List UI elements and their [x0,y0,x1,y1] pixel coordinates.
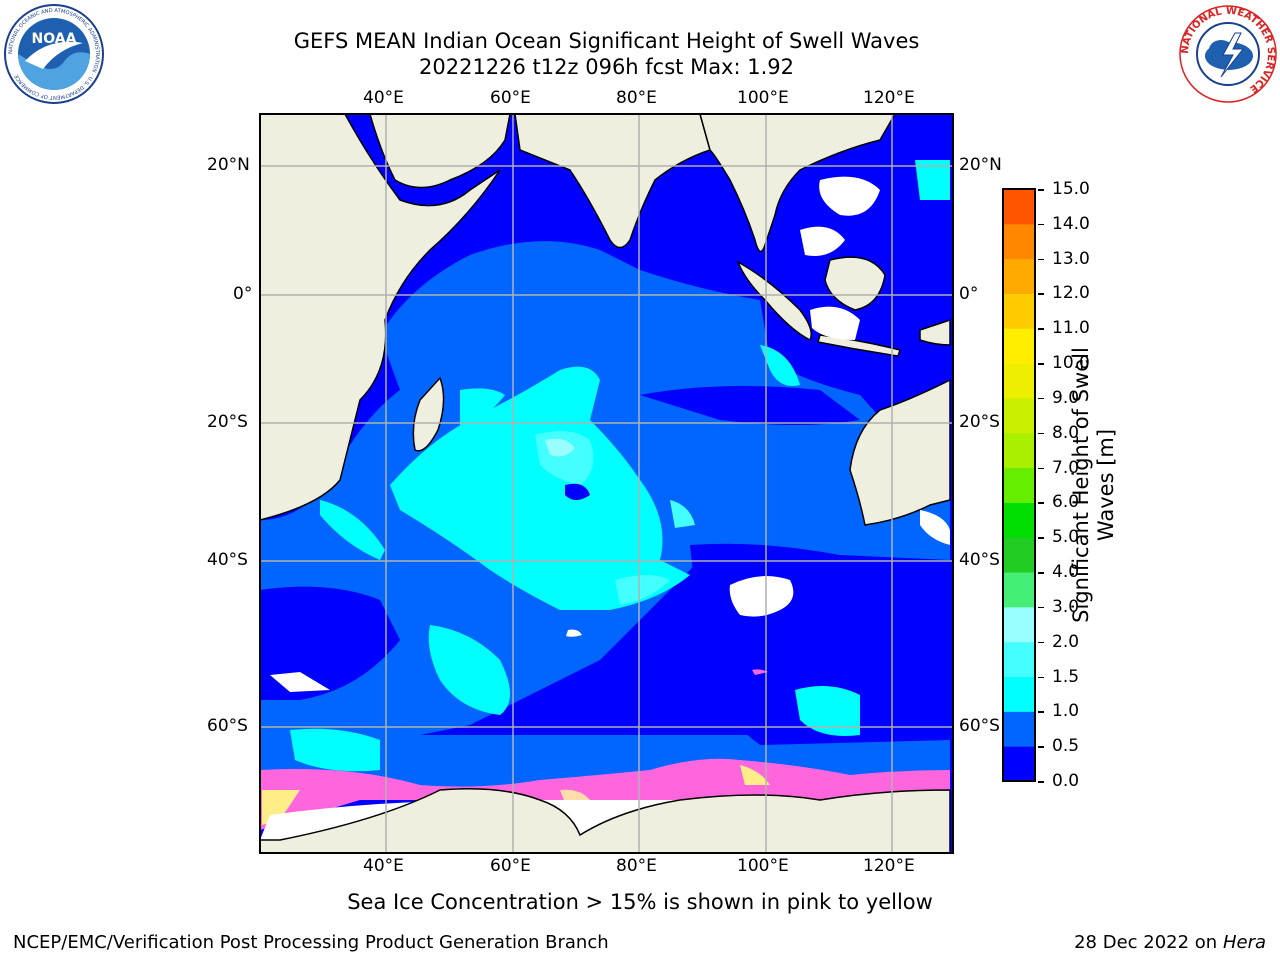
graticule [260,114,953,853]
colorbar-segment [1003,537,1035,573]
colorbar-tick-label: 0.5 [1052,736,1080,757]
lon-label-top: 60°E [490,88,531,108]
colorbar-tick-mark [1038,328,1044,330]
colorbar-tick-label: 11.0 [1052,318,1090,339]
colorbar-segment [1003,432,1035,469]
madagascar-land [412,376,445,452]
colorbar-tick-mark [1038,641,1044,644]
antarctica-land [260,788,951,853]
lon-label-bottom: 120°E [863,856,915,876]
africa-land [260,114,501,521]
lon-label-top: 40°E [363,88,404,108]
colorbar-tick-label: 14.0 [1052,213,1090,234]
colorbar-tick-label: 10.0 [1052,353,1090,374]
colorbar-tick-mark [1038,258,1044,261]
colorbar-tick-mark [1038,711,1044,713]
lon-label-top: 80°E [616,88,657,108]
lat-label-left: 40°S [207,550,248,570]
footer-credit: NCEP/EMC/Verification Post Processing Pr… [13,932,609,953]
lon-label-top: 100°E [737,88,789,108]
lat-label-right: 60°S [959,716,1000,736]
lat-label-left: 20°S [207,412,248,432]
colorbar-tick-mark [1038,537,1044,539]
lat-label-right: 40°S [959,550,1000,570]
colorbar-tick-label: 4.0 [1052,562,1080,583]
lon-label-bottom: 40°E [363,856,404,876]
india-land [514,114,711,249]
colorbar-segment [1003,328,1035,364]
colorbar-tick-mark [1038,606,1044,609]
colorbar-tick-label: 7.0 [1052,457,1080,478]
colorbar-tick-label: 15.0 [1052,179,1090,199]
colorbar-tick-mark [1038,223,1044,226]
chart-title: GEFS MEAN Indian Ocean Significant Heigh… [293,29,920,53]
colorbar-tick-label: 2.0 [1052,631,1080,652]
colorbar-tick-mark [1038,572,1044,574]
colorbar-ticks: 15.0 14.0 13.0 12.0 11.0 10.0 9.0 8.0 7.0 6.0 5.0 4… [1038,178,1112,798]
colorbar-tick-mark [1038,363,1044,365]
colorbar-tick-mark [1038,502,1044,504]
colorbar-tick-mark [1038,746,1044,748]
arabia-land [369,114,511,189]
colorbar-segment [1003,502,1035,538]
lon-label-bottom: 60°E [490,856,531,876]
lon-label-bottom: 80°E [616,856,657,876]
noaa-logo-text: NOAA [32,31,77,47]
nws-logo: NATIONAL WEATHER SERVICE [1179,5,1277,103]
colorbar-segment [1003,467,1035,503]
colorbar-tick-label: 0.0 [1052,771,1080,791]
colorbar-tick-mark [1038,467,1044,470]
lon-label-bottom: 100°E [737,856,789,876]
colorbar-tick-label: 8.0 [1052,422,1080,443]
colorbar-tick-label: 12.0 [1052,283,1090,304]
lat-label-right: 0° [959,284,979,304]
colorbar-tick-mark [1038,293,1044,295]
colorbar-tick-label: 5.0 [1052,527,1080,548]
colorbar-tick-label: 3.0 [1052,596,1080,617]
colorbar-segment [1003,397,1035,434]
colorbar-tick-label: 6.0 [1052,492,1080,513]
colorbar [1002,188,1036,782]
lat-label-right: 20°S [959,412,1000,432]
footer-date: 28 Dec 2022 on Hera [1074,932,1266,953]
sea-ice-zone [260,758,950,830]
colorbar-segment [1003,572,1035,608]
lat-label-left: 0° [233,284,253,304]
colorbar-tick-mark [1038,397,1044,400]
colorbar-segment [1003,746,1035,782]
colorbar-tick-label: 9.0 [1052,387,1080,408]
colorbar-segment [1003,258,1035,294]
sumatra-land [736,260,812,342]
map-frame [259,113,954,854]
colorbar-segment [1003,606,1035,643]
colorbar-tick-mark [1038,676,1044,679]
colorbar-tick-mark [1038,189,1044,191]
australia-land [849,378,951,526]
colorbar-label: Significant Height of Swell Waves [m] [1069,347,1118,623]
colorbar-tick-label: 13.0 [1052,248,1090,269]
noaa-logo: NOAA NATIONAL OCEANIC AND ATMOSPHERIC AD… [4,4,104,104]
colorbar-segment [1003,363,1035,399]
lon-label-top: 120°E [863,88,915,108]
chart-subtitle: 20221226 t12z 096h fcst Max: 1.92 [419,55,794,79]
colorbar-segment [1003,293,1035,329]
colorbar-segment [1003,189,1035,225]
lat-label-left: 20°N [207,155,250,175]
colorbar-segment [1003,641,1035,678]
sea-ice-note: Sea Ice Concentration > 15% is shown in … [347,890,933,914]
colorbar-segment [1003,711,1035,747]
colorbar-tick-label: 1.5 [1052,666,1080,687]
southeast-asia-land [699,114,896,253]
lat-label-left: 60°S [207,716,248,736]
colorbar-segment [1003,223,1035,260]
colorbar-tick-mark [1038,781,1044,783]
colorbar-tick-label: 1.0 [1052,701,1080,722]
colorbar-tick-mark [1038,432,1044,435]
lat-label-right: 20°N [959,155,1002,175]
colorbar-segment [1003,676,1035,712]
